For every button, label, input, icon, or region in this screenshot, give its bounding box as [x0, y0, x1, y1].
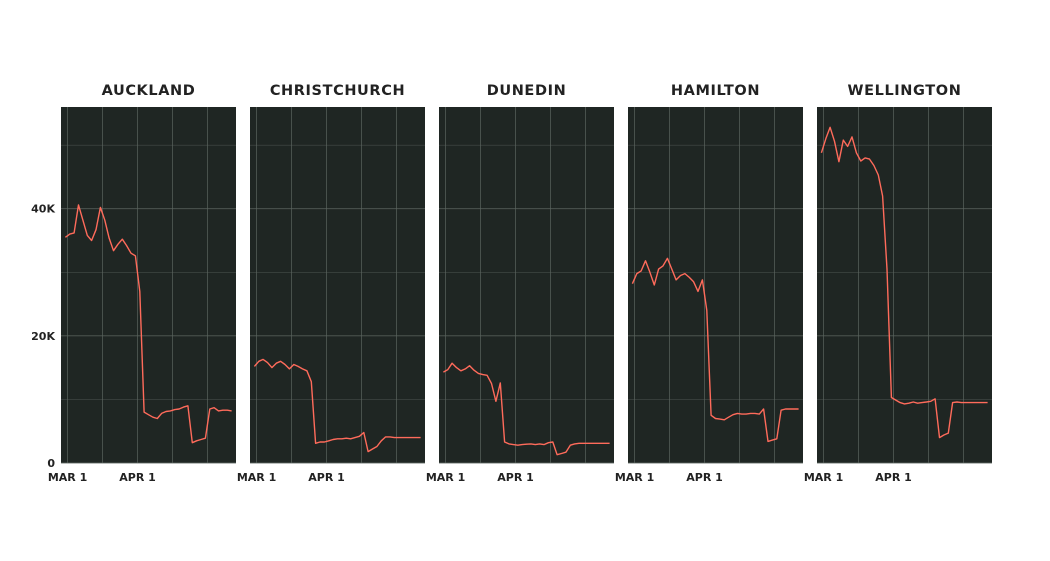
series-line-dunedin	[443, 362, 610, 456]
x-tick-label: APR 1	[119, 471, 156, 484]
panel-hamilton: HAMILTON MAR 1 APR 1	[615, 83, 803, 484]
series-line-auckland	[64, 204, 232, 444]
series-line-hamilton	[631, 257, 799, 443]
x-tick-label: MAR 1	[237, 471, 276, 484]
panel-auckland: AUCKLAND MAR 1 APR 1 0 20K 40K	[31, 83, 236, 484]
panel-christchurch: CHRISTCHURCH MAR 1 APR 1	[237, 83, 425, 484]
panel-wellington: WELLINGTON MAR 1 APR 1	[804, 83, 992, 484]
plot-area	[250, 107, 425, 463]
plot-area	[628, 107, 803, 463]
plot-area	[439, 107, 614, 463]
x-tick-label: MAR 1	[48, 471, 87, 484]
y-tick-label: 0	[47, 457, 55, 470]
panel-title: CHRISTCHURCH	[270, 83, 405, 99]
y-tick-label: 40K	[31, 203, 55, 216]
panel-title: HAMILTON	[671, 83, 760, 99]
series-line-wellington	[820, 126, 988, 439]
plot-area	[817, 107, 992, 463]
plot-area	[61, 107, 236, 463]
x-tick-label: MAR 1	[615, 471, 654, 484]
x-tick-label: APR 1	[497, 471, 534, 484]
x-tick-label: MAR 1	[426, 471, 465, 484]
panel-dunedin: DUNEDIN MAR 1 APR 1	[426, 83, 614, 484]
x-tick-label: APR 1	[686, 471, 723, 484]
panel-title: WELLINGTON	[848, 83, 962, 99]
x-tick-label: MAR 1	[804, 471, 843, 484]
x-tick-label: APR 1	[875, 471, 912, 484]
y-tick-label: 20K	[31, 330, 55, 343]
series-line-christchurch	[253, 358, 421, 453]
panel-title: AUCKLAND	[102, 83, 196, 99]
panel-title: DUNEDIN	[487, 83, 567, 99]
x-tick-label: APR 1	[308, 471, 345, 484]
